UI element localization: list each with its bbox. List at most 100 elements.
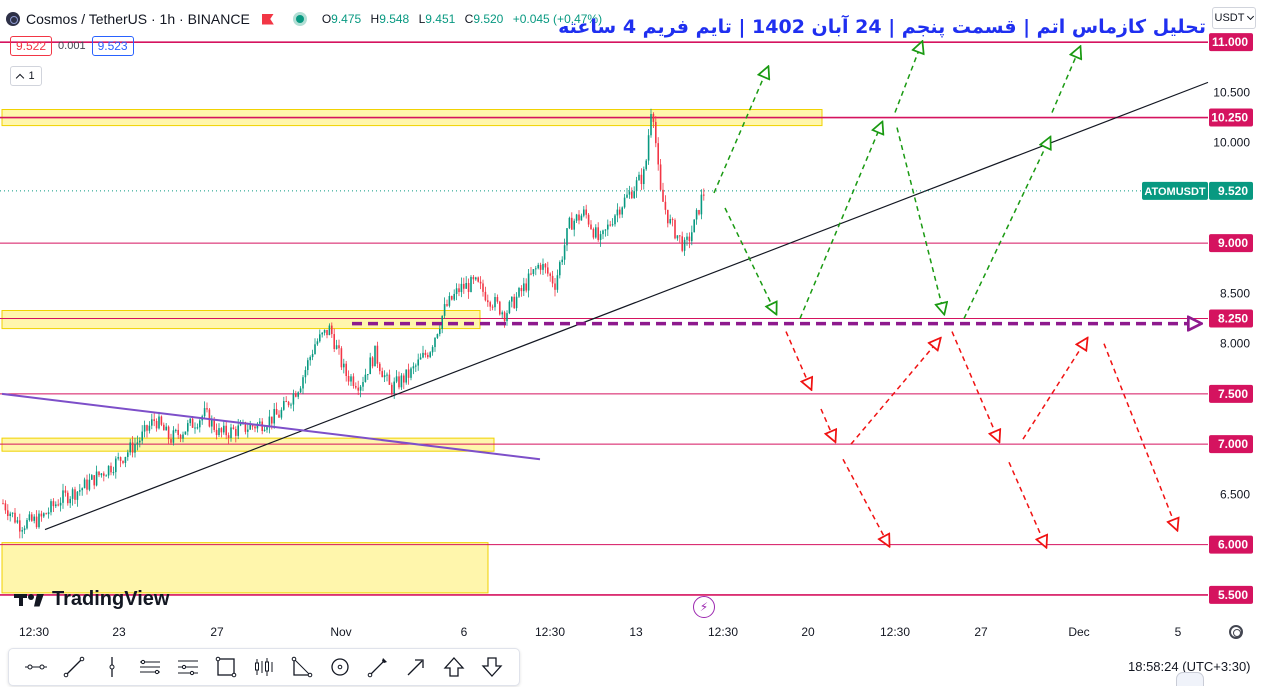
level-price-label: 8.250: [1209, 309, 1253, 328]
candle-body: [359, 386, 362, 391]
rectangle-icon[interactable]: [209, 652, 243, 682]
clock[interactable]: 18:58:24 (UTC+3:30): [1128, 659, 1251, 674]
candle-body: [71, 489, 74, 499]
brush-icon[interactable]: [361, 652, 395, 682]
candle-body: [59, 502, 62, 506]
candle-body: [328, 325, 331, 336]
arrow-down-icon[interactable]: [475, 652, 509, 682]
candle-body: [112, 472, 115, 474]
last-price-value: 9.520: [1218, 184, 1248, 198]
candle-body: [35, 516, 38, 528]
candle-body: [525, 283, 527, 291]
candle-body: [419, 357, 422, 360]
candle-body: [136, 442, 139, 445]
candle-body: [33, 516, 35, 521]
level-label-text: 6.000: [1218, 538, 1248, 552]
candle-body: [139, 440, 141, 443]
indicator-collapse-button[interactable]: 1: [10, 66, 42, 86]
candle-body: [532, 269, 535, 274]
candle-body: [511, 296, 513, 302]
candle-body: [79, 490, 81, 492]
gear-icon[interactable]: [1229, 625, 1243, 639]
candle-body: [302, 377, 304, 389]
arrow-up-icon[interactable]: [437, 652, 471, 682]
candle-body: [321, 332, 323, 335]
vertical-line-icon[interactable]: [95, 652, 129, 682]
level-label-text: 7.000: [1218, 437, 1248, 451]
symbol-title[interactable]: Cosmos / TetherUS · 1h · BINANCE: [26, 11, 250, 27]
candle-body: [227, 435, 230, 438]
candle-body: [297, 392, 299, 397]
parallel-channel-icon[interactable]: [133, 652, 167, 682]
candle-body: [547, 267, 549, 274]
candle-body: [477, 277, 479, 282]
candle-body: [527, 273, 530, 291]
candle-body: [470, 276, 472, 293]
fib-retracement-icon[interactable]: [171, 652, 205, 682]
candle-body: [628, 191, 631, 195]
tradingview-logo[interactable]: TradingView: [14, 588, 169, 611]
candle-body: [206, 408, 208, 410]
symbol-label-bg: [1142, 181, 1208, 200]
candle-body: [45, 513, 47, 515]
replay-icon[interactable]: ⚡: [693, 596, 715, 618]
candle-body: [443, 304, 446, 316]
candle-body: [290, 404, 292, 406]
long-position-icon[interactable]: [247, 652, 281, 682]
candle-body: [343, 363, 345, 368]
candle-body: [119, 457, 122, 461]
candle-body: [403, 375, 405, 383]
level-label-bg: [1209, 585, 1253, 604]
candle-body: [537, 264, 539, 269]
candle-body: [247, 429, 249, 432]
candle-body: [335, 345, 338, 350]
candle-body: [16, 520, 19, 523]
candle-body: [55, 504, 57, 507]
candle-body: [494, 297, 496, 308]
descending-trend-line: [1, 392, 541, 461]
candle-body: [333, 334, 335, 350]
candle-body: [67, 492, 69, 504]
candle-body: [271, 416, 273, 424]
candle-body: [347, 375, 350, 382]
candle-body: [141, 431, 143, 441]
candle-body: [323, 329, 326, 333]
market-status-icon: [295, 15, 304, 23]
candle-body: [211, 419, 213, 427]
level-price-label: 7.000: [1209, 435, 1253, 454]
currency-select[interactable]: USDT: [1212, 7, 1256, 29]
candle-body: [638, 174, 640, 181]
bullish-scenario-arrow: [713, 67, 768, 194]
panel-handle[interactable]: [1176, 672, 1204, 686]
candle-body: [38, 513, 40, 528]
candle-body: [395, 376, 398, 382]
sell-button[interactable]: 9.522: [10, 36, 53, 56]
candle-body: [662, 189, 664, 202]
candle-body: [455, 288, 458, 294]
candle-body: [398, 376, 400, 388]
candle-body: [285, 401, 287, 403]
x-tick-label: 20: [801, 625, 815, 639]
trend-line-icon[interactable]: [57, 652, 91, 682]
candle-body: [287, 401, 290, 406]
candle-body: [645, 160, 647, 170]
flag-icon[interactable]: [261, 13, 274, 25]
triangle-pattern-icon[interactable]: [285, 652, 319, 682]
candle-body: [566, 228, 568, 246]
circle-icon[interactable]: [323, 652, 357, 682]
buy-button[interactable]: 9.523: [91, 36, 134, 56]
candle-body: [643, 169, 645, 185]
cosmos-logo-icon: [6, 12, 20, 26]
candle-body: [671, 219, 674, 221]
candle-body: [340, 348, 343, 368]
candle-body: [383, 375, 386, 378]
time-axis[interactable]: 12:30 23 27 Nov 6 12:30 13 12:30 20 12:30 27 Dec 5: [0, 622, 1262, 642]
candle-body: [652, 114, 655, 122]
horizontal-ray-icon[interactable]: [19, 652, 53, 682]
candle-body: [95, 471, 98, 486]
arrow-marker-icon[interactable]: [399, 652, 433, 682]
candle-body: [21, 530, 23, 532]
candle-body: [57, 504, 59, 506]
candle-body: [410, 368, 412, 378]
